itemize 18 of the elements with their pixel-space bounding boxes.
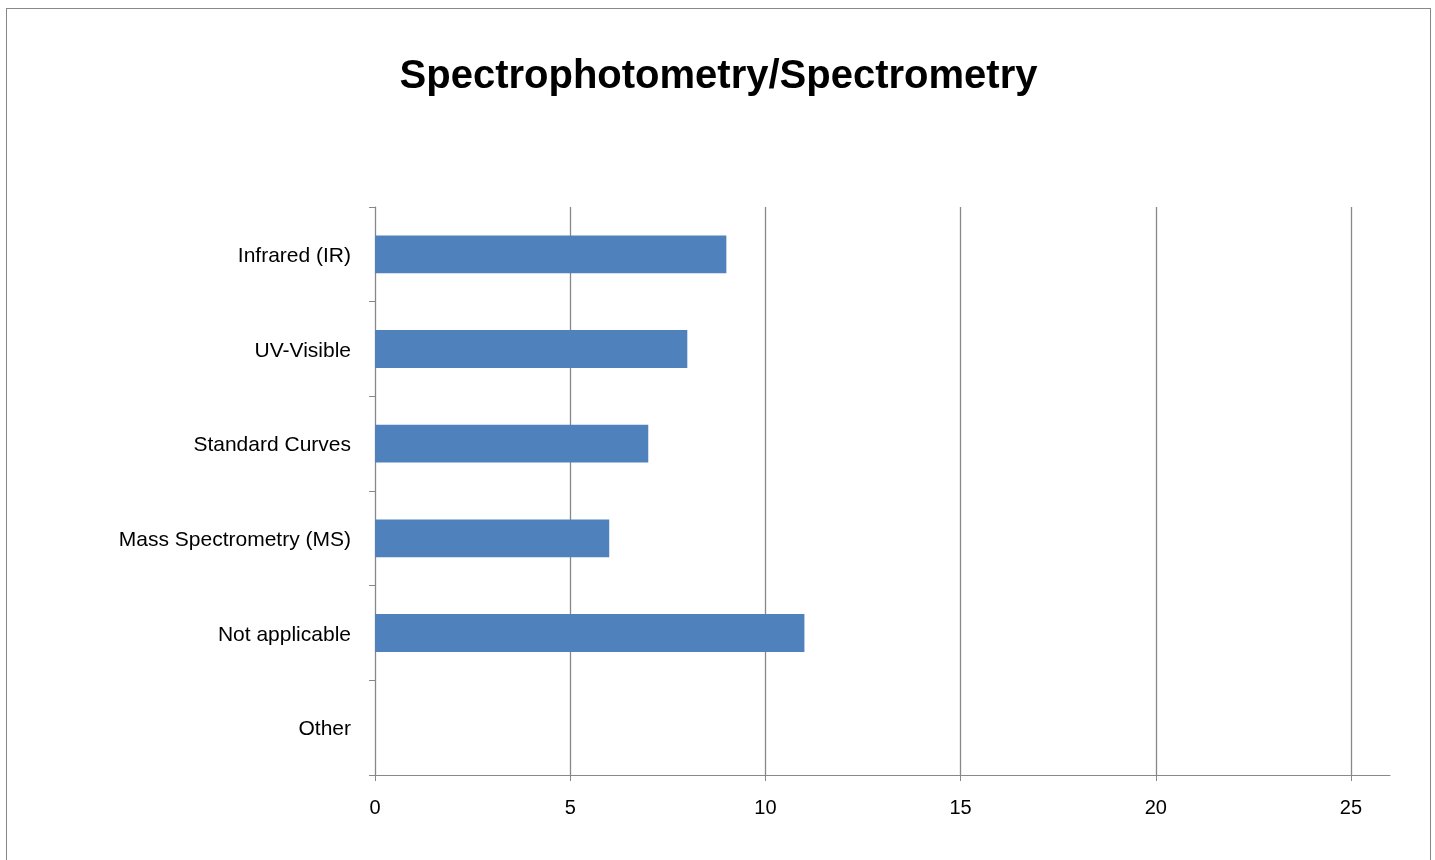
bar	[375, 424, 649, 463]
x-tick-label: 15	[949, 796, 972, 818]
x-tick-label: 5	[564, 796, 576, 818]
x-tick-label: 25	[1339, 796, 1363, 818]
y-tick-label: Standard Curves	[193, 432, 351, 456]
x-tick-label: 10	[754, 796, 777, 818]
x-tick-label: 20	[1144, 796, 1167, 818]
bar	[375, 614, 805, 652]
bar	[375, 519, 610, 558]
bar	[375, 235, 727, 274]
chart-title: Spectrophotometry/Spectrometry	[399, 52, 1039, 96]
y-tick-label: Not applicable	[217, 621, 351, 645]
y-tick-label: Other	[298, 716, 351, 740]
y-tick-label: Infrared (IR)	[237, 242, 351, 266]
y-tick-label: Mass Spectrometry (MS)	[118, 526, 351, 550]
y-tick-label: UV-Visible	[254, 337, 351, 361]
x-tick-label: 0	[369, 796, 381, 818]
bar	[375, 330, 688, 368]
